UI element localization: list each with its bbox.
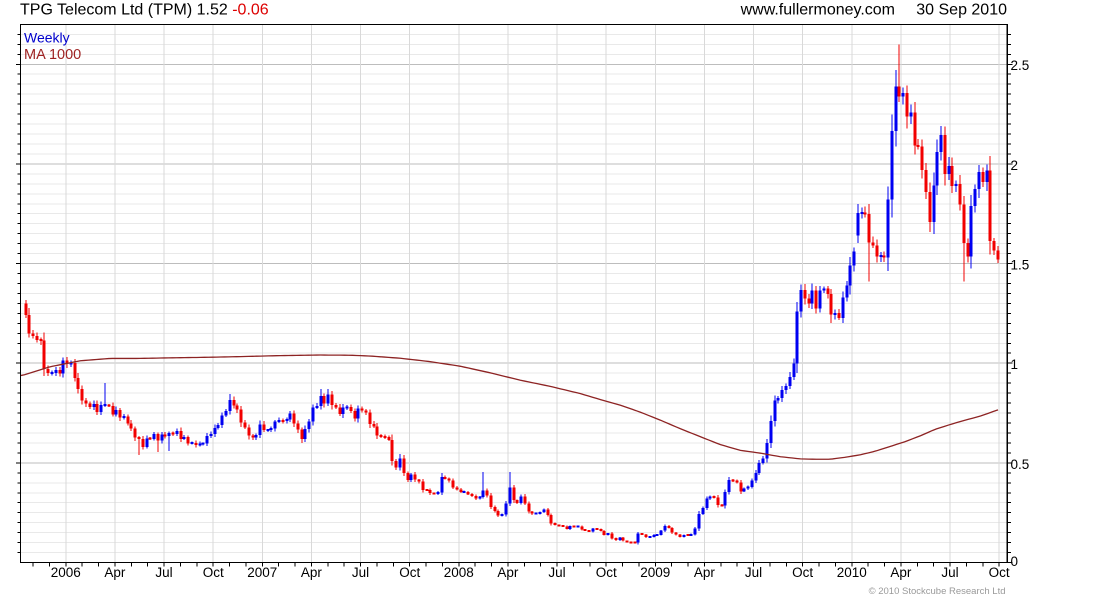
svg-text:Oct: Oct bbox=[596, 565, 617, 580]
svg-text:30 Sep 2010: 30 Sep 2010 bbox=[916, 2, 1007, 19]
svg-text:Apr: Apr bbox=[497, 565, 519, 580]
svg-text:2009: 2009 bbox=[640, 565, 670, 580]
svg-text:0: 0 bbox=[1011, 554, 1019, 569]
svg-text:2007: 2007 bbox=[247, 565, 277, 580]
svg-text:www.fullermoney.com: www.fullermoney.com bbox=[740, 2, 895, 19]
svg-text:TPG Telecom Ltd (TPM) 1.52 -0.: TPG Telecom Ltd (TPM) 1.52 -0.06 bbox=[20, 2, 269, 19]
svg-text:Apr: Apr bbox=[890, 565, 912, 580]
svg-text:Oct: Oct bbox=[989, 565, 1010, 580]
svg-text:0.5: 0.5 bbox=[1011, 457, 1030, 472]
svg-text:MA 1000: MA 1000 bbox=[24, 47, 81, 63]
svg-text:Jul: Jul bbox=[548, 565, 565, 580]
svg-text:2006: 2006 bbox=[51, 565, 81, 580]
svg-text:2.5: 2.5 bbox=[1011, 58, 1030, 73]
svg-text:Oct: Oct bbox=[399, 565, 420, 580]
svg-text:2010: 2010 bbox=[837, 565, 867, 580]
svg-text:1.5: 1.5 bbox=[1011, 258, 1030, 273]
svg-text:Apr: Apr bbox=[301, 565, 323, 580]
svg-text:1: 1 bbox=[1011, 357, 1019, 372]
svg-text:2008: 2008 bbox=[444, 565, 474, 580]
svg-text:Jul: Jul bbox=[155, 565, 172, 580]
svg-text:Jul: Jul bbox=[941, 565, 958, 580]
svg-text:© 2010 Stockcube Research Ltd: © 2010 Stockcube Research Ltd bbox=[869, 586, 1006, 597]
svg-text:2: 2 bbox=[1011, 158, 1019, 173]
svg-text:Jul: Jul bbox=[352, 565, 369, 580]
svg-text:Apr: Apr bbox=[694, 565, 716, 580]
svg-text:Apr: Apr bbox=[104, 565, 126, 580]
svg-text:Jul: Jul bbox=[745, 565, 762, 580]
svg-text:Oct: Oct bbox=[203, 565, 224, 580]
svg-text:Weekly: Weekly bbox=[24, 30, 70, 46]
svg-text:Oct: Oct bbox=[792, 565, 813, 580]
